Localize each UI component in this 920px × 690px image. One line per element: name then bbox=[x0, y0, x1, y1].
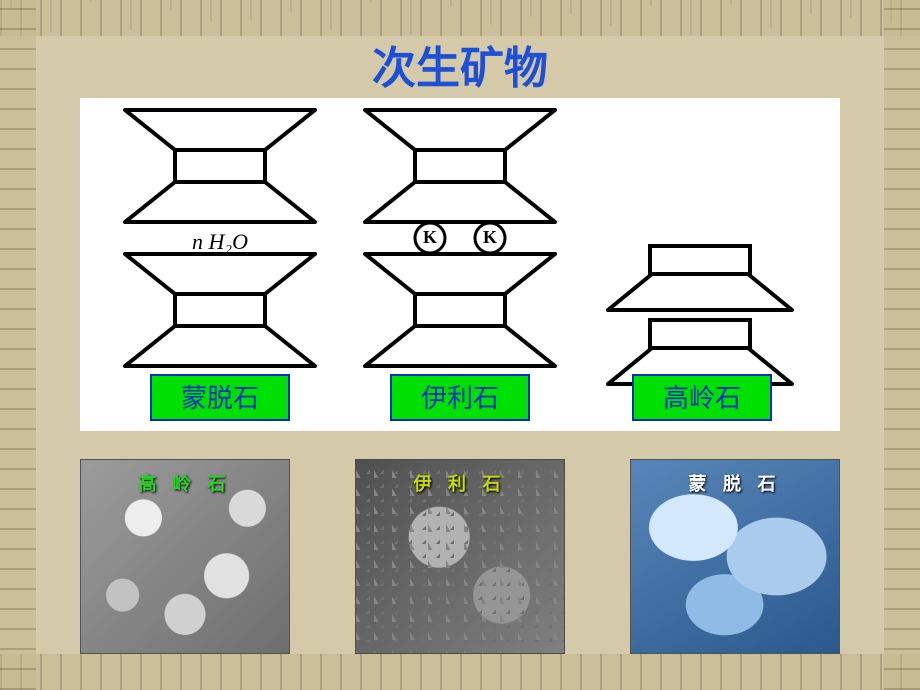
sem-caption-montmorillonite: 蒙 脱 石 bbox=[689, 470, 782, 496]
label-illite: 伊利石 bbox=[390, 374, 530, 421]
svg-text:K: K bbox=[483, 227, 497, 247]
decorative-border-left bbox=[0, 0, 36, 690]
sem-caption-illite: 伊 利 石 bbox=[414, 470, 507, 496]
svg-text:K: K bbox=[423, 227, 437, 247]
sem-caption-kaolinite: 高 岭 石 bbox=[139, 470, 232, 496]
sem-photo-montmorillonite: 蒙 脱 石 bbox=[630, 459, 840, 654]
sem-photo-kaolinite: 高 岭 石 bbox=[80, 459, 290, 654]
decorative-border-top bbox=[0, 0, 920, 36]
sem-photo-illite: 伊 利 石 bbox=[355, 459, 565, 654]
decorative-border-right bbox=[884, 0, 920, 690]
mineral-structure-diagram: n H₂O K K 蒙脱石 伊利石 高岭石 bbox=[80, 98, 840, 431]
label-kaolinite: 高岭石 bbox=[632, 374, 772, 421]
svg-text:n H₂O: n H₂O bbox=[192, 229, 248, 254]
slide-content: 次生矿物 n H₂OKK 蒙脱石 伊利石 高岭石 高 岭 石 伊 利 石 蒙 脱… bbox=[36, 36, 884, 654]
sem-photo-row: 高 岭 石 伊 利 石 蒙 脱 石 bbox=[80, 459, 840, 654]
label-montmorillonite: 蒙脱石 bbox=[150, 374, 290, 421]
decorative-border-bottom bbox=[0, 654, 920, 690]
slide-title: 次生矿物 bbox=[372, 32, 548, 96]
